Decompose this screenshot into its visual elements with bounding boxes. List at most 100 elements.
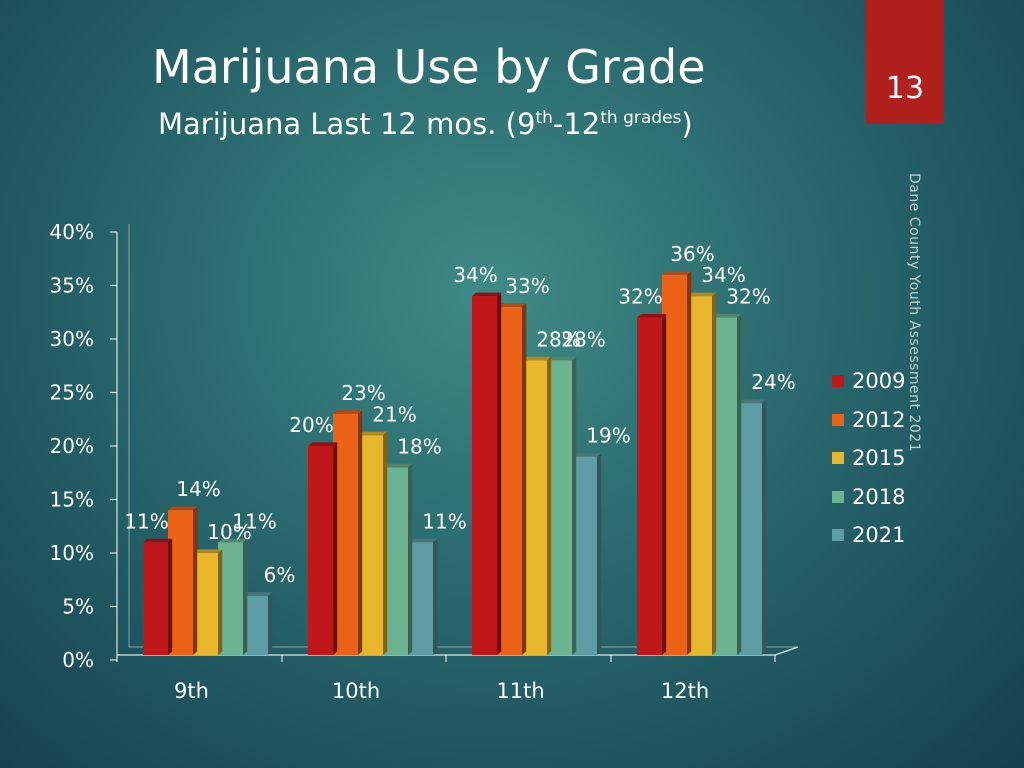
bar-top xyxy=(637,314,667,318)
bar-side xyxy=(522,303,527,655)
bar-12th-2009 xyxy=(637,314,667,655)
y-tick-label: 15% xyxy=(50,488,94,512)
bar-top xyxy=(333,410,363,414)
bar-side xyxy=(762,399,767,655)
bar-side xyxy=(712,292,717,655)
bar-12th-2015 xyxy=(687,292,717,655)
legend-item-2021: 2021 xyxy=(832,516,905,555)
bar-top xyxy=(687,292,717,297)
bar-11th-2018 xyxy=(547,356,577,655)
slide-subtitle: Marijuana Last 12 mos. (9th-12th grades) xyxy=(158,110,693,139)
bar-top xyxy=(497,303,527,307)
data-label-12th-2015: 34% xyxy=(701,263,745,287)
data-label-9th-2015: 10% xyxy=(207,520,251,544)
bar-top xyxy=(168,506,198,511)
bar-front xyxy=(472,296,497,655)
bar-top xyxy=(383,463,413,468)
bar-10th-2021 xyxy=(408,538,438,655)
bar-9th-2009 xyxy=(143,538,173,655)
bar-top xyxy=(308,442,338,446)
y-tick-label: 0% xyxy=(62,648,94,672)
subtitle-mid: -12 xyxy=(552,107,601,141)
data-label-9th-2012: 14% xyxy=(176,477,220,501)
bar-side xyxy=(687,271,692,655)
page-number-tab: 13 xyxy=(866,0,944,124)
y-tick-label: 10% xyxy=(50,541,94,565)
data-label-10th-2012: 23% xyxy=(341,381,385,405)
slide-title: Marijuana Use by Grade xyxy=(152,40,706,94)
bar-side xyxy=(243,538,248,655)
data-label-12th-2021: 24% xyxy=(751,370,795,394)
legend-label: 2015 xyxy=(852,446,906,471)
data-label-12th-2012: 36% xyxy=(670,242,714,266)
legend-item-2018: 2018 xyxy=(832,478,905,517)
data-label-10th-2018: 18% xyxy=(397,434,441,458)
bar-12th-2012 xyxy=(662,271,692,655)
bar-11th-2021 xyxy=(572,453,602,655)
legend-item-2012: 2012 xyxy=(832,401,905,440)
bar-top xyxy=(218,538,248,543)
data-label-9th-2009: 11% xyxy=(124,509,168,533)
bar-top xyxy=(243,592,273,596)
legend-label: 2009 xyxy=(852,369,906,394)
bar-10th-2009 xyxy=(308,442,338,655)
bar-top xyxy=(472,292,502,297)
subtitle-end: ) xyxy=(681,107,693,141)
legend-label: 2021 xyxy=(852,523,906,548)
data-label-9th-2021: 6% xyxy=(264,563,296,587)
bar-side xyxy=(737,314,742,655)
data-label-12th-2009: 32% xyxy=(618,285,662,309)
data-label-10th-2009: 20% xyxy=(289,413,333,437)
bar-side xyxy=(597,453,602,655)
bar-12th-2021 xyxy=(737,399,767,655)
bar-top xyxy=(358,431,388,436)
bar-9th-2012 xyxy=(168,506,198,655)
bar-side xyxy=(433,538,438,655)
y-tick-label: 20% xyxy=(50,434,94,458)
bar-11th-2012 xyxy=(497,303,527,655)
floor-edge xyxy=(774,646,799,656)
y-tick-label: 5% xyxy=(62,595,94,619)
bar-side xyxy=(358,410,363,655)
bar-top xyxy=(712,314,742,318)
page-number: 13 xyxy=(885,71,925,106)
bar-side xyxy=(497,292,502,655)
bar-top xyxy=(408,538,438,543)
bar-side xyxy=(168,538,173,655)
bar-side xyxy=(218,549,223,655)
bar-top xyxy=(662,271,692,275)
legend-swatch xyxy=(832,529,844,542)
legend-swatch xyxy=(832,490,844,503)
data-label-11th-2015: 28% xyxy=(536,327,580,351)
legend-label: 2012 xyxy=(852,407,906,432)
y-tick-label: 35% xyxy=(50,274,94,298)
bar-10th-2015 xyxy=(358,431,388,655)
bar-top xyxy=(737,399,767,404)
bar-side xyxy=(408,463,413,655)
bar-top xyxy=(193,549,223,553)
bar-side xyxy=(383,431,388,655)
bar-front xyxy=(308,446,333,655)
x-tick-label: 10th xyxy=(332,679,380,703)
y-tick-label: 30% xyxy=(50,327,94,351)
bar-12th-2018 xyxy=(712,314,742,655)
bar-side xyxy=(333,442,338,655)
x-tick-label: 9th xyxy=(174,679,209,703)
y-tick-label: 25% xyxy=(50,381,94,405)
subtitle-sup-1: th xyxy=(535,108,553,128)
data-label-12th-2018: 32% xyxy=(726,285,770,309)
legend-swatch xyxy=(832,375,844,388)
bar-11th-2015 xyxy=(522,356,552,655)
bar-side xyxy=(193,506,198,655)
bar-top xyxy=(547,356,577,361)
bar-9th-2018 xyxy=(218,538,248,655)
data-label-11th-2018: 28% xyxy=(561,327,605,351)
bar-side xyxy=(547,356,552,655)
bar-11th-2009 xyxy=(472,292,502,655)
y-tick-label: 40% xyxy=(50,220,94,244)
data-label-11th-2009: 34% xyxy=(453,263,497,287)
bar-side xyxy=(268,592,273,655)
bar-front xyxy=(143,542,168,655)
legend-item-2009: 2009 xyxy=(832,362,905,401)
data-label-11th-2021: 19% xyxy=(586,424,630,448)
